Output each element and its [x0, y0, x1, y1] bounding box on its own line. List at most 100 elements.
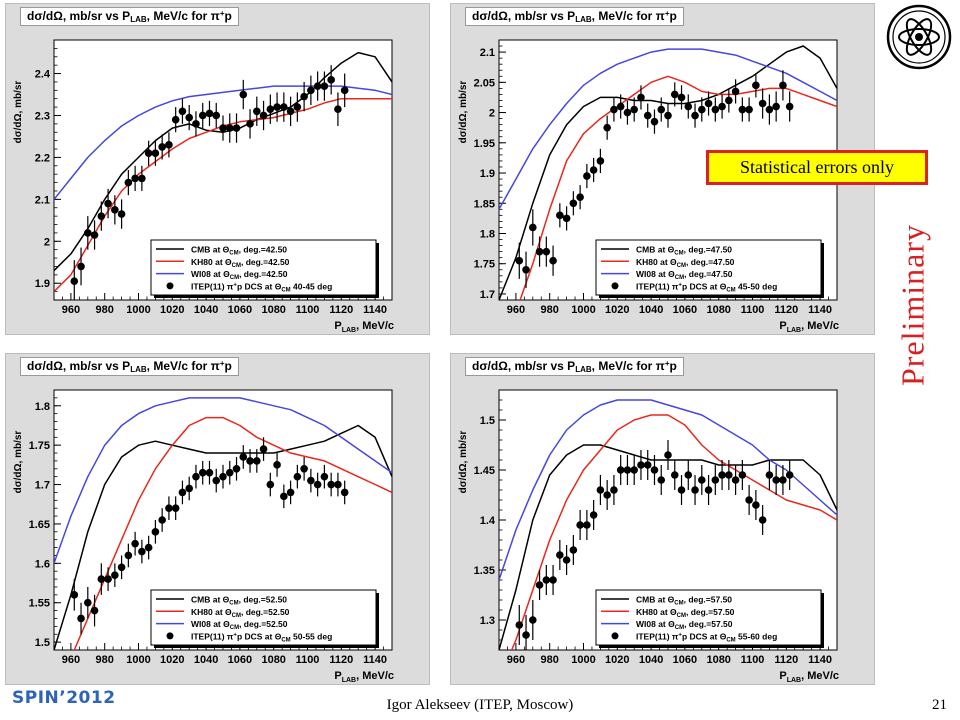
chart-svg: 1.5 1.55 1.6 1.65 1.7 1.75 1.8 960 980 1000 1020 10…	[13, 389, 394, 684]
legend-entry: KH80 at ΘCM, deg.=42.50	[191, 257, 290, 269]
chart-panel-4: dσ/dΩ, mb/sr vs PLAB, MeV/c for π+p 1.3 1.…	[450, 353, 875, 685]
data-point	[637, 93, 645, 102]
data-point	[273, 103, 281, 111]
data-point	[104, 575, 112, 583]
chart-title: dσ/dΩ, mb/sr vs PLAB, MeV/c for π+p	[20, 7, 239, 26]
data-point	[684, 102, 693, 111]
data-point	[522, 631, 530, 639]
data-point	[259, 445, 268, 453]
data-point	[239, 90, 248, 99]
data-point	[637, 461, 645, 469]
data-point	[84, 229, 92, 237]
y-tick-label: 1.3	[480, 615, 495, 627]
data-point	[300, 92, 308, 101]
x-tick-label: 1000	[126, 304, 150, 316]
data-point	[616, 466, 625, 474]
data-point	[758, 99, 767, 108]
x-tick-label: 1120	[329, 654, 353, 666]
y-tick-label: 2.4	[35, 69, 51, 81]
data-point	[340, 488, 349, 497]
data-point	[657, 476, 666, 484]
data-point	[684, 471, 693, 479]
itep-logo-icon	[886, 4, 952, 70]
data-point	[569, 546, 578, 554]
data-point	[616, 102, 625, 111]
data-point	[320, 472, 329, 481]
y-tick-label: 1.5	[480, 415, 495, 427]
data-point	[253, 107, 261, 116]
x-axis-label: PLAB, MeV/c	[779, 320, 839, 334]
legend-marker	[611, 632, 619, 640]
data-point	[144, 543, 153, 552]
data-point	[334, 480, 342, 489]
legend-entry: CMB at ΘCM, deg.=52.50	[191, 595, 287, 607]
legend-entry: KH80 at ΘCM, deg.=57.50	[636, 607, 735, 619]
data-point	[225, 124, 234, 132]
data-point	[97, 212, 106, 220]
data-point	[151, 149, 160, 158]
x-tick-label: 1000	[571, 654, 595, 666]
data-point	[738, 471, 747, 479]
data-point	[589, 511, 598, 519]
data-point	[178, 488, 187, 497]
y-tick-label: 2.05	[474, 77, 495, 89]
x-tick-label: 1000	[571, 304, 595, 316]
data-point	[313, 480, 322, 489]
data-point	[111, 571, 119, 579]
data-point	[327, 480, 335, 489]
data-point	[549, 256, 557, 265]
data-point	[562, 214, 571, 223]
x-tick-label: 1000	[126, 654, 150, 666]
x-tick-label: 960	[62, 304, 80, 316]
data-point	[151, 528, 160, 536]
y-axis-label: dσ/dΩ, mb/sr	[13, 431, 24, 494]
y-tick-label: 1.75	[29, 440, 50, 452]
data-point	[266, 105, 275, 113]
y-tick-label: 1.95	[474, 138, 495, 150]
x-tick-label: 1060	[673, 304, 697, 316]
chart-svg: 1.7 1.75 1.8 1.85 1.9 1.95 2 2.05 2.1 960 980 1000 1…	[458, 39, 839, 334]
curve-cmb	[54, 424, 392, 650]
data-point	[212, 111, 221, 120]
y-tick-label: 1.65	[29, 519, 50, 531]
curve-wi08	[499, 48, 837, 210]
data-point	[623, 108, 632, 117]
data-point	[785, 471, 794, 479]
y-tick-label: 1.7	[480, 289, 495, 301]
data-point	[90, 231, 99, 239]
data-point	[198, 111, 207, 120]
curves-group	[499, 45, 837, 300]
data-point	[542, 247, 551, 256]
data-point	[576, 521, 584, 529]
data-point	[664, 111, 672, 120]
data-point	[185, 113, 193, 122]
x-tick-label: 1080	[706, 304, 730, 316]
data-point	[643, 111, 652, 120]
data-point	[725, 471, 733, 479]
data-point	[670, 90, 679, 99]
data-point	[529, 223, 537, 232]
x-tick-label: 1080	[261, 654, 285, 666]
data-point	[313, 82, 322, 90]
data-point	[225, 468, 234, 477]
data-point	[117, 563, 126, 572]
data-point	[603, 123, 611, 132]
y-tick-label: 1.7	[35, 480, 50, 492]
data-point	[765, 105, 774, 114]
legend-entry: ITEP(11) π+p DCS at ΘCM 45-50 deg	[636, 281, 777, 293]
data-point	[158, 143, 166, 151]
y-tick-label: 2.3	[35, 110, 50, 122]
legend-entry: ITEP(11) π+p DCS at ΘCM 55-60 deg	[636, 631, 777, 643]
data-point	[677, 486, 686, 494]
data-point	[192, 472, 200, 481]
legend-entry: ITEP(11) π+p DCS at ΘCM 50-55 deg	[191, 631, 332, 643]
x-tick-label: 1140	[808, 304, 832, 316]
y-tick-label: 1.55	[29, 598, 50, 610]
curve-wi08	[54, 85, 392, 200]
data-point	[280, 103, 288, 111]
x-tick-label: 1080	[261, 304, 285, 316]
data-point	[205, 468, 214, 477]
y-tick-label: 2	[489, 108, 495, 120]
curves-group	[54, 397, 392, 650]
legend-entry: WI08 at ΘCM, deg.=57.50	[636, 619, 733, 631]
